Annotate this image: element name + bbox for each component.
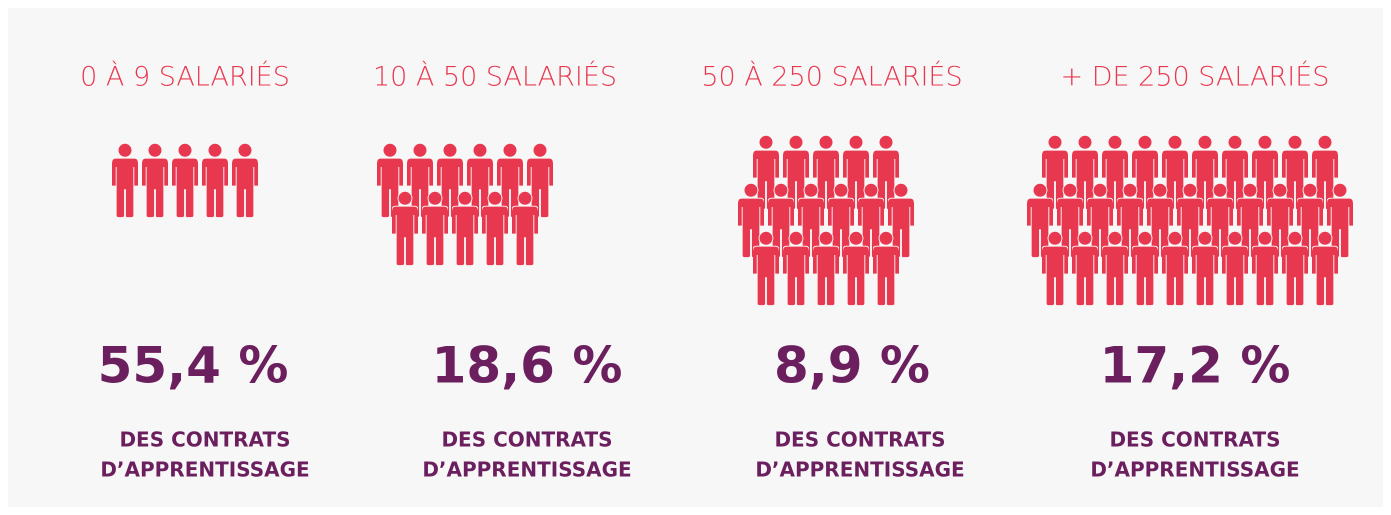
- caption: D’APPRENTISSAGE: [1090, 458, 1299, 482]
- caption: D’APPRENTISSAGE: [100, 458, 309, 482]
- size-label: 50 À 250 SALARIÉS: [701, 61, 962, 93]
- caption: D’APPRENTISSAGE: [422, 458, 631, 482]
- caption: DES CONTRATS: [119, 428, 290, 452]
- share-value: 8,9 %: [774, 337, 930, 395]
- share-value: 17,2 %: [1100, 337, 1291, 395]
- size-label: 10 À 50 SALARIÉS: [373, 61, 617, 93]
- share-value: 18,6 %: [432, 337, 623, 395]
- size-label: + DE 250 SALARIÉS: [1061, 61, 1330, 93]
- caption: DES CONTRATS: [441, 428, 612, 452]
- caption: D’APPRENTISSAGE: [755, 458, 964, 482]
- share-value: 55,4 %: [98, 337, 289, 395]
- caption: DES CONTRATS: [774, 428, 945, 452]
- size-label: 0 À 9 SALARIÉS: [80, 61, 290, 93]
- caption: DES CONTRATS: [1109, 428, 1280, 452]
